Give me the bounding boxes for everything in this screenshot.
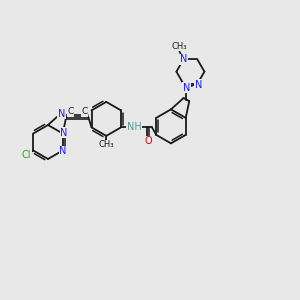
Text: N: N — [183, 82, 190, 93]
Text: N: N — [58, 109, 65, 118]
Text: N: N — [195, 80, 202, 90]
Text: NH: NH — [127, 122, 141, 132]
Text: CH₃: CH₃ — [98, 140, 114, 149]
Text: C: C — [81, 107, 87, 116]
Text: N: N — [180, 55, 187, 64]
Text: C: C — [67, 107, 74, 116]
Text: N: N — [60, 128, 68, 137]
Text: N: N — [59, 146, 66, 157]
Text: O: O — [144, 136, 152, 146]
Text: CH₃: CH₃ — [172, 42, 187, 51]
Text: Cl: Cl — [22, 151, 31, 160]
